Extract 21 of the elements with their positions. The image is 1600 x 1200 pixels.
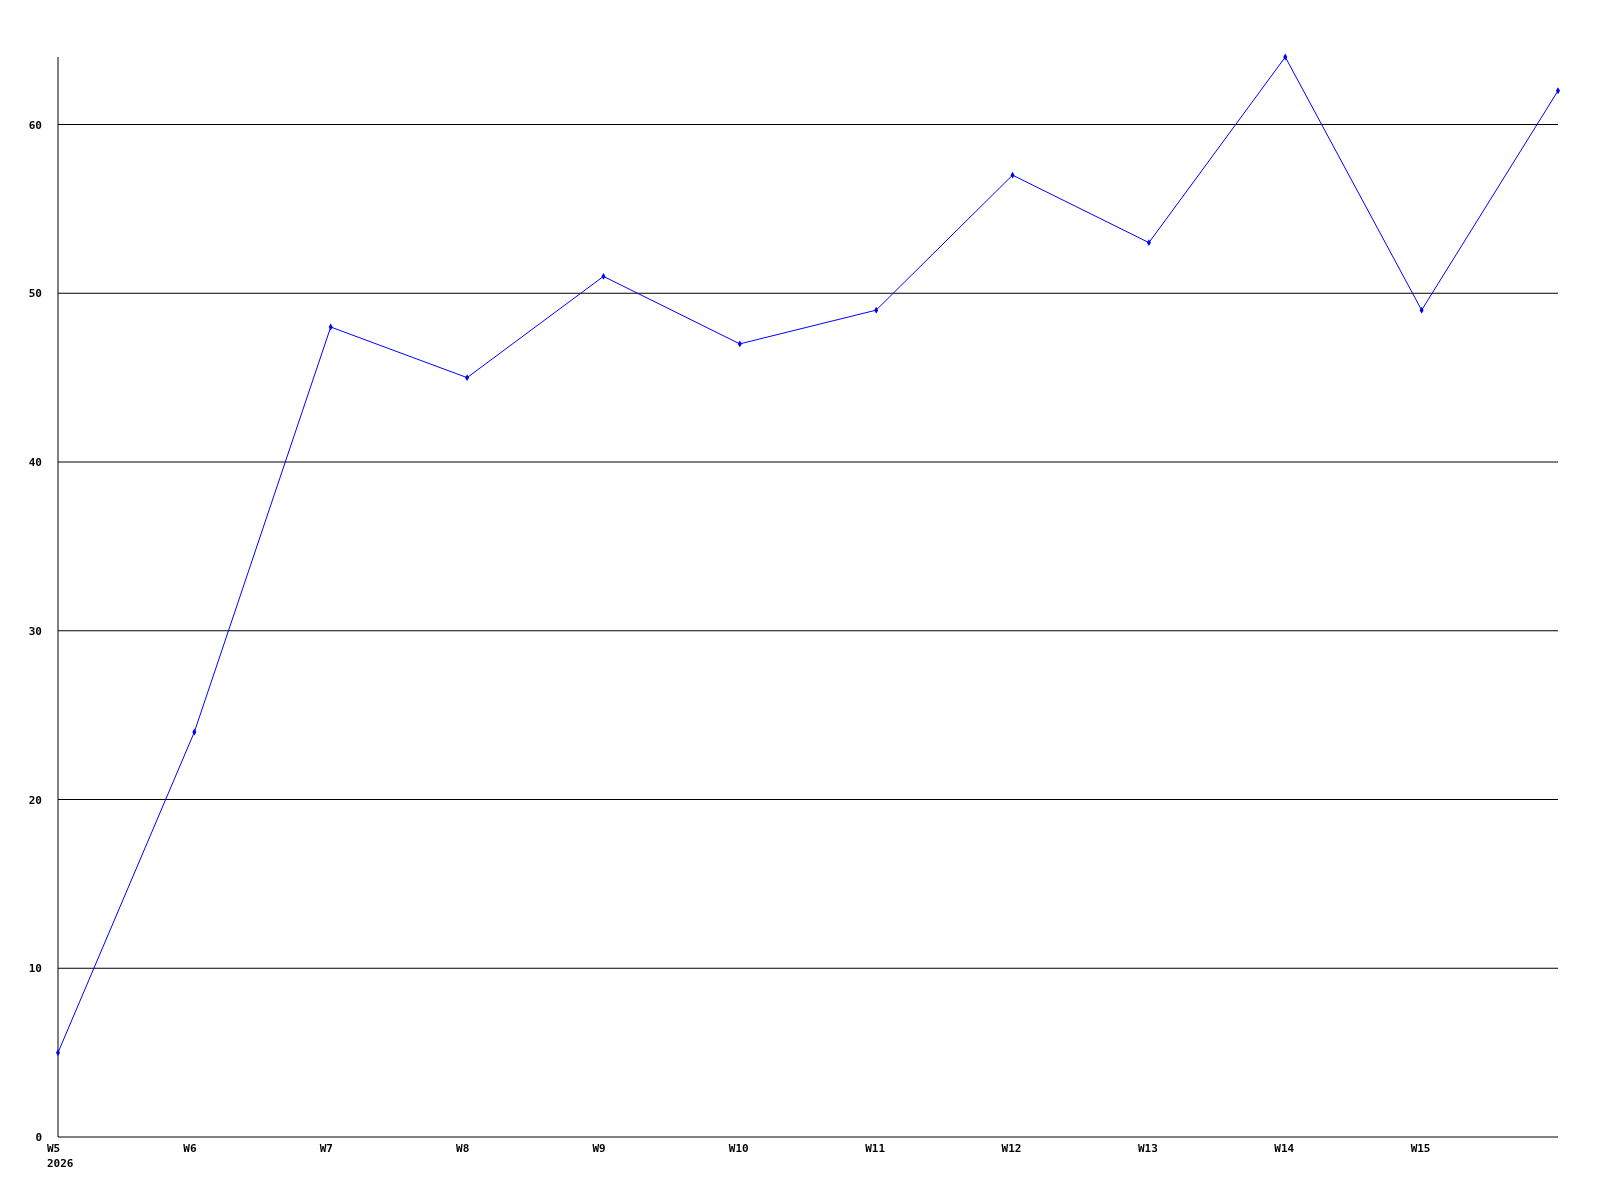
x-tick-label: W7 xyxy=(319,1142,333,1155)
y-tick-label: 10 xyxy=(28,962,42,976)
y-tick-label: 60 xyxy=(28,118,42,132)
x-tick-label: W14 xyxy=(1274,1142,1295,1155)
x-tick-label: W11 xyxy=(865,1142,886,1155)
x-tick-label: W12 xyxy=(1001,1142,1022,1155)
text: 2026 xyxy=(47,1157,74,1170)
point xyxy=(1555,87,1561,95)
point xyxy=(55,1049,61,1057)
x-tick-label: W10 xyxy=(728,1142,749,1155)
y-tick-label: 0 xyxy=(35,1131,42,1144)
y-tick-label: 50 xyxy=(28,287,42,301)
x-tick-label: W5 xyxy=(47,1142,61,1155)
x-tick-label: W8 xyxy=(456,1142,470,1155)
y-tick-label: 30 xyxy=(28,624,42,638)
y-tick-label: 20 xyxy=(28,793,42,807)
x-tick-label: W9 xyxy=(592,1142,606,1155)
x-tick-label: W6 xyxy=(183,1142,197,1155)
x-tick-label: W15 xyxy=(1410,1142,1431,1155)
y-tick-label: 40 xyxy=(28,456,42,469)
x-tick-label: W13 xyxy=(1137,1142,1158,1155)
